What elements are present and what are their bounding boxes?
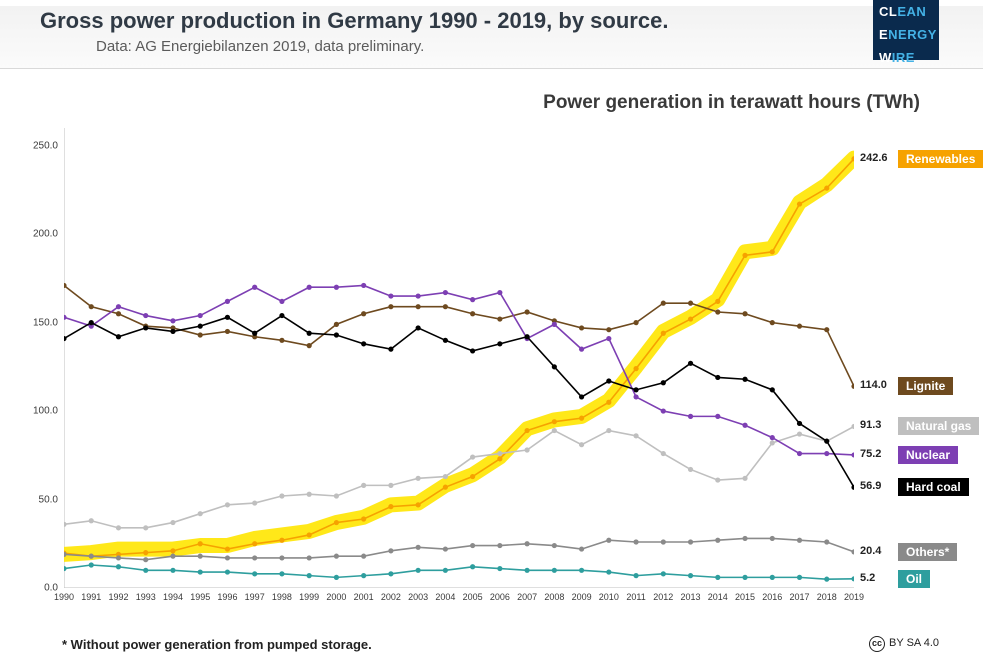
x-tick-label: 1990 — [54, 592, 74, 602]
x-tick-label: 2006 — [490, 592, 510, 602]
series-end-value: 75.2 — [860, 448, 881, 460]
y-tick-label: 100.0 — [33, 406, 58, 417]
x-tick-label: 2017 — [790, 592, 810, 602]
x-tick-label: 1995 — [190, 592, 210, 602]
series-label: Hard coal — [898, 478, 969, 496]
cc-icon: cc — [869, 636, 885, 652]
x-tick-label: 1994 — [163, 592, 183, 602]
x-tick-label: 1991 — [81, 592, 101, 602]
brand-logo: CLEANENERGYWIRE — [873, 0, 939, 60]
x-tick-label: 1998 — [272, 592, 292, 602]
x-tick-label: 2007 — [517, 592, 537, 602]
x-tick-label: 2002 — [381, 592, 401, 602]
x-tick-label: 2010 — [599, 592, 619, 602]
y-tick-label: 150.0 — [33, 317, 58, 328]
series-label: Lignite — [898, 377, 953, 395]
series-end-value: 91.3 — [860, 419, 881, 431]
x-tick-label: 2015 — [735, 592, 755, 602]
page-subtitle: Data: AG Energiebilanzen 2019, data prel… — [96, 38, 424, 55]
x-tick-label: 1999 — [299, 592, 319, 602]
x-tick-label: 2001 — [354, 592, 374, 602]
line-chart — [64, 128, 854, 588]
y-axis-labels: 0.050.0100.0150.0200.0250.0 — [24, 128, 62, 588]
x-tick-label: 2009 — [572, 592, 592, 602]
x-tick-label: 2014 — [708, 592, 728, 602]
license-text: BY SA 4.0 — [889, 637, 939, 649]
chart-footnote: * Without power generation from pumped s… — [62, 637, 372, 652]
series-end-value: 56.9 — [860, 480, 881, 492]
y-tick-label: 200.0 — [33, 229, 58, 240]
x-tick-label: 1997 — [245, 592, 265, 602]
series-end-value: 20.4 — [860, 545, 881, 557]
series-end-value: 114.0 — [860, 379, 887, 391]
x-tick-label: 2016 — [762, 592, 782, 602]
x-tick-label: 1992 — [108, 592, 128, 602]
series-label: Nuclear — [898, 446, 958, 464]
x-tick-label: 2013 — [681, 592, 701, 602]
series-label: Renewables — [898, 150, 983, 168]
chart-title: Power generation in terawatt hours (TWh) — [543, 92, 920, 114]
x-axis-labels: 1990199119921993199419951996199719981999… — [64, 592, 854, 608]
series-label: Oil — [898, 570, 930, 588]
y-tick-label: 250.0 — [33, 140, 58, 151]
x-tick-label: 2018 — [817, 592, 837, 602]
x-tick-label: 1993 — [136, 592, 156, 602]
x-tick-label: 2005 — [463, 592, 483, 602]
x-tick-label: 2008 — [544, 592, 564, 602]
chart-area: Power generation in terawatt hours (TWh)… — [24, 104, 960, 624]
x-tick-label: 2003 — [408, 592, 428, 602]
x-tick-label: 2000 — [326, 592, 346, 602]
x-tick-label: 2012 — [653, 592, 673, 602]
x-tick-label: 2004 — [435, 592, 455, 602]
license-badge: cc BY SA 4.0 — [869, 636, 939, 652]
series-label: Others* — [898, 543, 957, 561]
x-tick-label: 1996 — [217, 592, 237, 602]
y-tick-label: 50.0 — [39, 494, 58, 505]
series-end-value: 5.2 — [860, 572, 875, 584]
series-end-value: 242.6 — [860, 152, 888, 164]
x-tick-label: 2019 — [844, 592, 864, 602]
series-label: Natural gas — [898, 417, 979, 435]
page-title: Gross power production in Germany 1990 -… — [40, 8, 668, 34]
x-tick-label: 2011 — [626, 592, 645, 602]
